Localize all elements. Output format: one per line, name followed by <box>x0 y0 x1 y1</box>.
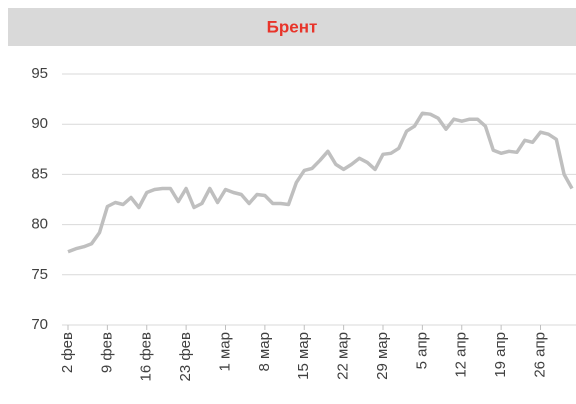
x-tick-label: 26 апр <box>531 332 548 378</box>
x-tick-label: 22 мар <box>335 332 352 380</box>
x-tick-label: 2 фев <box>59 332 76 373</box>
x-tick-label: 15 мар <box>295 332 312 380</box>
x-tick-label: 23 фев <box>177 332 194 382</box>
y-tick-label: 85 <box>31 165 48 182</box>
x-tick-label: 5 апр <box>413 332 430 369</box>
y-tick-label: 80 <box>31 216 48 233</box>
title-bar <box>8 8 576 46</box>
x-tick-label: 12 апр <box>453 332 470 378</box>
y-tick-label: 75 <box>31 266 48 283</box>
y-tick-label: 90 <box>31 115 48 132</box>
x-tick-label: 16 фев <box>138 332 155 382</box>
y-tick-label: 95 <box>31 65 48 82</box>
x-tick-label: 29 мар <box>374 332 391 380</box>
y-tick-label: 70 <box>31 316 48 333</box>
line-series <box>67 111 574 254</box>
x-tick-label: 1 мар <box>216 332 233 372</box>
x-tick-label: 8 мар <box>256 332 273 372</box>
x-tick-label: 9 фев <box>98 332 115 373</box>
x-tick-label: 19 апр <box>492 332 509 378</box>
chart-title: Брент <box>267 17 318 36</box>
